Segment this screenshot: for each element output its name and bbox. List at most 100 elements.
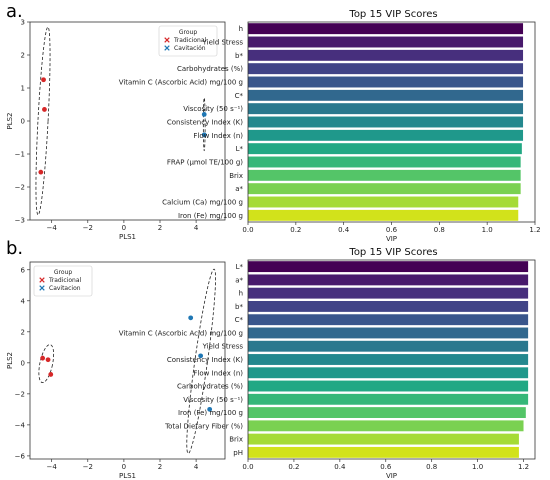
vip-x-tick-label: 1.2 (529, 226, 540, 234)
vip-category-label: Brix (229, 172, 243, 180)
vip-category-label: Viscosity (50 s⁻¹) (183, 396, 243, 404)
vip-bar (248, 36, 524, 48)
y-tick-label: 6 (21, 266, 26, 274)
y-tick-label: −2 (15, 390, 25, 398)
vip-category-label: a* (235, 276, 243, 284)
tradicional-point (48, 372, 54, 377)
tradicional-point (45, 357, 51, 363)
y-tick-label: −3 (15, 217, 25, 225)
vip-category-label: Flow Index (n) (193, 132, 243, 140)
x-tick-label: 2 (158, 224, 162, 232)
legend-label: Cavitación (174, 45, 206, 52)
vip-bar (248, 103, 524, 115)
panel-letter: b. (6, 238, 23, 259)
y-tick-label: 0 (21, 359, 25, 367)
vip-category-label: L* (236, 145, 244, 153)
vip-bar (248, 407, 526, 419)
vip-x-tick-label: 0.6 (386, 226, 398, 234)
vip-x-axis-label: VIP (386, 472, 397, 480)
vip-x-tick-label: 1.2 (518, 463, 529, 471)
vip-x-axis-label: VIP (386, 235, 397, 243)
cavitacion-point (201, 112, 207, 117)
vip-bar (248, 143, 522, 155)
vip-category-label: Vitamin C (Ascorbic Acid) mg/100 g (119, 329, 243, 337)
vip-category-label: Carbohydrates (%) (177, 383, 243, 391)
vip-bar (248, 274, 529, 286)
cavitacion-point (207, 406, 213, 412)
x-tick-label: 4 (194, 224, 199, 232)
y-tick-label: −1 (15, 151, 25, 159)
vip-x-tick-label: 0.0 (242, 226, 253, 234)
panel-letter: a. (6, 1, 23, 22)
vip-category-label: Consistency Index (K) (167, 356, 243, 364)
vip-x-tick-label: 0.8 (426, 463, 437, 471)
vip-x-tick-label: 0.6 (380, 463, 392, 471)
vip-title: Top 15 VIP Scores (348, 9, 437, 20)
y-tick-label: 3 (21, 19, 25, 27)
vip-category-label: Iron (Fe) mg/100 g (178, 409, 243, 417)
legend-box (158, 25, 218, 57)
y-tick-label: 2 (21, 52, 25, 60)
x-tick-label: 2 (158, 463, 162, 471)
vip-bar (248, 89, 524, 101)
vip-frame (247, 259, 536, 460)
legend-label: Tradicional (173, 37, 207, 44)
vip-bar-chart: Top 15 VIP Scores h Yield Stress b* Carbohyd… (119, 9, 541, 243)
vip-x-tick-label: 0.2 (290, 226, 301, 234)
legend-label: Cavitacion (49, 285, 81, 292)
cavitacion-point (188, 315, 194, 321)
pls-scatter-plot: −4 −2 0 2 4 −3 −2 −1 0 1 2 3 PLS1 PLS2 GroupTradiciona… (6, 19, 226, 241)
tradicional-point (41, 77, 46, 83)
y-tick-label: 2 (21, 328, 25, 336)
vip-bar (248, 340, 529, 352)
vip-x-tick-label: 1.0 (482, 226, 493, 234)
vip-bar (248, 314, 529, 326)
x-tick-label: 4 (194, 463, 199, 471)
vip-category-label: Viscosity (50 s⁻¹) (183, 105, 243, 113)
tradicional-point (38, 169, 44, 175)
vip-x-tick-label: 0.4 (334, 463, 346, 471)
vip-category-label: Yield Stress (202, 39, 244, 47)
vip-bar (248, 49, 524, 61)
vip-bar (248, 433, 519, 445)
vip-bar (248, 209, 519, 221)
vip-category-label: Vitamin C (Ascorbic Acid) mg/100 g (119, 79, 243, 87)
y-tick-label: 0 (21, 118, 25, 126)
vip-bar (248, 446, 519, 458)
tradicional-point (42, 107, 47, 112)
vip-bar (248, 261, 529, 273)
x-tick-label: −2 (83, 224, 93, 232)
legend-label: Tradicional (48, 277, 82, 284)
vip-bar (248, 287, 529, 299)
x-axis-label: PLS1 (119, 233, 136, 241)
vip-x-tick-label: 0.0 (242, 463, 253, 471)
y-tick-label: −2 (15, 184, 25, 192)
y-tick-label: 4 (21, 297, 26, 305)
vip-bar (248, 367, 529, 379)
vip-category-label: Carbohydrates (%) (177, 65, 243, 73)
vip-x-tick-label: 0.8 (434, 226, 445, 234)
vip-bar (248, 183, 521, 195)
vip-category-label: Consistency Index (K) (167, 119, 243, 127)
pls-scatter-plot: −4 −2 0 2 4 −6 −4 −2 0 2 4 6 PLS1 PLS2 GroupTradiciona… (6, 261, 226, 480)
vip-bar-chart: Top 15 VIP Scores L* a* h b* C* Vitamin C (Asc… (119, 247, 536, 480)
legend-title: Group (179, 29, 197, 36)
vip-category-label: pH (233, 449, 243, 457)
vip-category-label: FRAP (µmol TE/100 g) (167, 159, 243, 167)
x-tick-label: 0 (122, 463, 126, 471)
vip-bar (248, 129, 524, 141)
x-tick-label: −4 (47, 224, 58, 232)
vip-bar (248, 380, 529, 392)
y-tick-label: −6 (15, 452, 26, 460)
legend-title: Group (54, 269, 72, 276)
vip-category-label: C* (235, 92, 244, 100)
x-tick-label: −4 (47, 463, 58, 471)
vip-bar (248, 156, 521, 168)
vip-x-tick-label: 1.0 (472, 463, 483, 471)
vip-category-label: Total Dietary Fiber (%) (164, 422, 243, 430)
y-tick-label: −4 (15, 421, 26, 429)
vip-category-label: Brix (229, 436, 243, 444)
y-axis-label: PLS2 (6, 352, 14, 369)
vip-bar (248, 116, 524, 128)
